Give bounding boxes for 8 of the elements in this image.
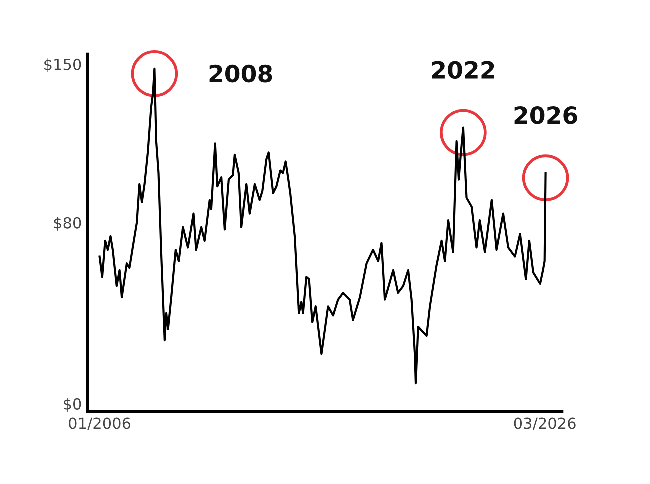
annotation: 2008 [210,64,272,83]
x-tick-label: 03/2026 [514,418,576,430]
annotation: 2022 [432,61,494,80]
y-tick-label: $150 [44,58,82,72]
y-tick-label: $80 [54,217,82,231]
annotation: 2026 [514,106,578,124]
y-tick-label: $0 [64,398,82,412]
x-tick-label: 01/2006 [69,418,131,430]
